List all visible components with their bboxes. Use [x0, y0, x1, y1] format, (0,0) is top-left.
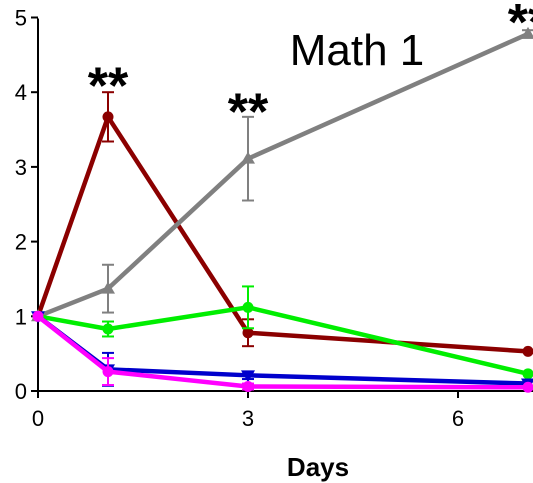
chart-title: Math 1 [290, 26, 425, 75]
x-tick-label: 6 [452, 406, 464, 431]
y-tick-label: 1 [15, 304, 27, 329]
y-tick-label: 0 [15, 379, 27, 404]
data-point [102, 111, 114, 123]
data-point [101, 281, 115, 294]
series-line [37, 305, 529, 377]
data-point [102, 323, 114, 335]
y-tick-label: 3 [15, 155, 27, 180]
x-tick-label: 0 [32, 406, 44, 431]
series-group [31, 26, 533, 393]
y-tick-label: 5 [15, 6, 27, 31]
significance-annotation: ** [88, 58, 129, 116]
series-3 [31, 311, 533, 391]
series-4 [32, 310, 533, 393]
significance-annotation: ** [508, 0, 533, 52]
data-point [522, 345, 533, 357]
y-tick-label: 2 [15, 230, 27, 255]
series-line [36, 314, 529, 390]
y-tick-label: 4 [15, 80, 27, 105]
data-point [241, 151, 255, 164]
significance-annotation: ** [228, 84, 269, 142]
data-point [32, 310, 44, 322]
data-point [521, 26, 533, 39]
data-point [242, 301, 254, 313]
data-point [102, 366, 114, 378]
data-point [242, 381, 254, 393]
data-point [522, 381, 533, 393]
x-axis-label: Days [287, 452, 349, 482]
series-line [37, 31, 529, 319]
axes: 0 1 2 3 4 5 0 3 6 [15, 6, 533, 431]
annotations: ** ** ** [88, 0, 533, 142]
data-point [522, 368, 533, 380]
x-tick-label: 3 [242, 406, 254, 431]
data-point [242, 327, 254, 339]
data-point [241, 370, 255, 383]
